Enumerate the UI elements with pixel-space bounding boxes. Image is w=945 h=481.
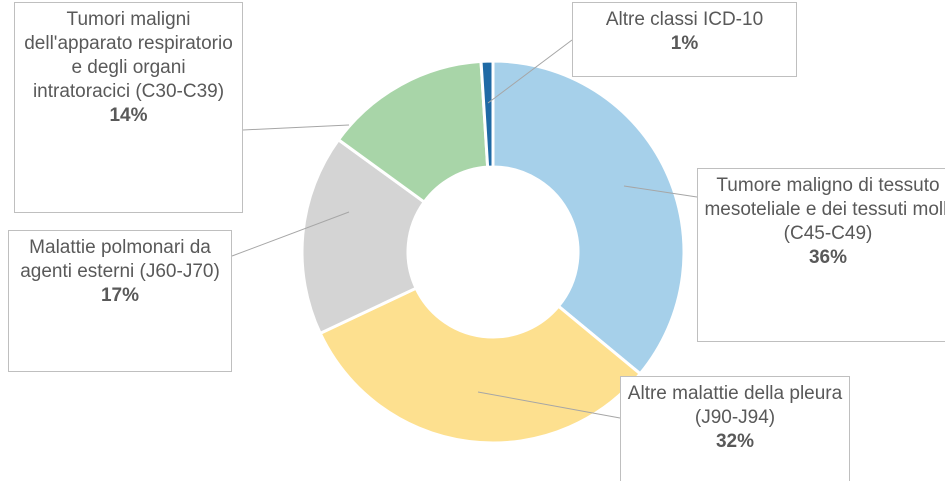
label-category: Altre malattie della pleura (J90-J94) xyxy=(627,383,843,428)
label-category: Tumori maligni dell'apparato respiratori… xyxy=(24,9,233,102)
data-label: Altre malattie della pleura (J90-J94) 32% xyxy=(620,376,850,481)
data-label: Malattie polmonari da agenti esterni (J6… xyxy=(8,230,232,372)
donut-slice xyxy=(479,59,495,169)
donut-slice xyxy=(318,286,643,445)
leader-line xyxy=(487,39,573,104)
leader-line xyxy=(231,211,350,257)
leader-line xyxy=(242,124,350,131)
label-value: 32% xyxy=(715,431,755,452)
label-value: 14% xyxy=(109,105,148,126)
data-label: Tumori maligni dell'apparato respiratori… xyxy=(14,2,243,213)
donut-slice xyxy=(491,59,686,376)
label-value: 1% xyxy=(670,33,699,54)
donut-slice xyxy=(336,59,490,205)
label-category: Altre classi ICD-10 xyxy=(605,9,764,30)
leader-line xyxy=(477,391,621,419)
label-value: 17% xyxy=(100,285,140,306)
data-label: Altre classi ICD-10 1% xyxy=(572,2,797,77)
label-category: Malattie polmonari da agenti esterni (J6… xyxy=(20,237,220,282)
data-label: Tumore maligno di tessuto mesoteliale e … xyxy=(697,168,945,342)
label-value: 36% xyxy=(808,247,848,268)
donut-slice xyxy=(300,137,427,336)
leader-line xyxy=(623,185,698,198)
label-category: Tumore maligno di tessuto mesoteliale e … xyxy=(704,175,945,244)
